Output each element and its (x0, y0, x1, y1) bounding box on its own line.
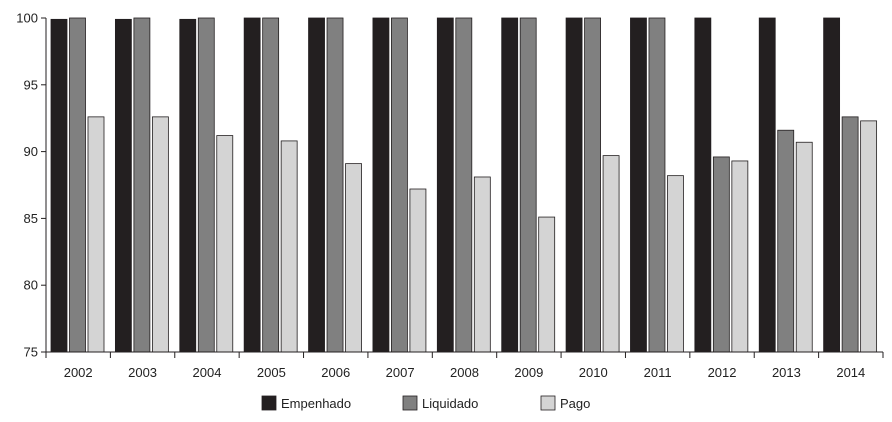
x-tick-label-2010: 2010 (579, 365, 608, 380)
bar-liquidado-2014 (841, 116, 859, 353)
x-tick-label-2014: 2014 (836, 365, 865, 380)
x-tick-label-2005: 2005 (257, 365, 286, 380)
bar-empenhado-2004 (179, 18, 197, 353)
x-tick-label-2013: 2013 (772, 365, 801, 380)
bar-liquidado-2013 (777, 129, 795, 353)
bar-empenhado-2014 (823, 17, 841, 353)
bars-group (50, 17, 878, 353)
bar-pago-2003 (151, 116, 169, 353)
bar-pago-2012 (731, 160, 749, 353)
bar-empenhado-2011 (630, 17, 647, 353)
bar-empenhado-2008 (436, 17, 454, 353)
bar-liquidado-2005 (262, 17, 280, 353)
bar-liquidado-2006 (326, 17, 344, 353)
bar-empenhado-2006 (308, 17, 325, 353)
x-tick-label-2004: 2004 (193, 365, 222, 380)
bar-pago-2007 (409, 188, 427, 353)
x-tick-label-2006: 2006 (321, 365, 350, 380)
bar-liquidado-2002 (69, 17, 86, 353)
y-tick-label-75: 75 (24, 345, 38, 360)
bar-pago-2014 (860, 120, 878, 353)
bar-pago-2005 (280, 140, 298, 353)
y-tick-label-95: 95 (24, 77, 38, 92)
bar-pago-2006 (345, 163, 362, 353)
bar-empenhado-2009 (501, 17, 519, 353)
bar-empenhado-2012 (694, 17, 712, 353)
legend-label-pago: Pago (560, 396, 590, 411)
bar-liquidado-2003 (133, 17, 151, 353)
y-tick-label-80: 80 (24, 278, 38, 293)
legend-swatch-pago (540, 395, 556, 411)
axes-group: 75 80 85 90 95 100 2002 2003 2004 2005 2006 2007 200… (16, 11, 884, 380)
bar-empenhado-2005 (243, 17, 261, 353)
x-tick-label-2003: 2003 (128, 365, 157, 380)
bar-pago-2011 (667, 175, 684, 353)
bar-empenhado-2010 (565, 17, 583, 353)
bar-pago-2002 (87, 116, 105, 353)
legend-label-empenhado: Empenhado (281, 396, 351, 411)
legend: Empenhado Liquidado Pago (261, 395, 590, 411)
bar-pago-2008 (473, 176, 491, 353)
x-tick-label-2007: 2007 (386, 365, 415, 380)
x-tick-label-2012: 2012 (708, 365, 737, 380)
bar-pago-2010 (602, 155, 620, 353)
y-tick-label-90: 90 (24, 144, 38, 159)
bar-liquidado-2009 (519, 17, 537, 353)
y-tick-label-85: 85 (24, 211, 38, 226)
bar-empenhado-2002 (50, 18, 68, 353)
bar-liquidado-2008 (455, 17, 473, 353)
bar-pago-2004 (216, 135, 234, 353)
bar-liquidado-2010 (584, 17, 601, 353)
bar-empenhado-2013 (758, 17, 776, 353)
x-tick-label-2008: 2008 (450, 365, 479, 380)
x-tick-label-2009: 2009 (514, 365, 543, 380)
bar-pago-2009 (538, 216, 556, 353)
bar-liquidado-2011 (648, 17, 666, 353)
bar-liquidado-2012 (712, 156, 730, 353)
bar-pago-2013 (795, 141, 813, 353)
x-tick-label-2011: 2011 (644, 365, 672, 380)
x-tick-label-2002: 2002 (64, 365, 93, 380)
legend-swatch-liquidado (402, 395, 418, 411)
bar-liquidado-2004 (197, 17, 215, 353)
y-tick-label-100: 100 (16, 11, 38, 26)
legend-label-liquidado: Liquidado (422, 396, 478, 411)
bar-liquidado-2007 (391, 17, 408, 353)
bar-empenhado-2003 (114, 18, 132, 353)
bar-empenhado-2007 (372, 17, 390, 353)
legend-swatch-empenhado (261, 395, 277, 411)
